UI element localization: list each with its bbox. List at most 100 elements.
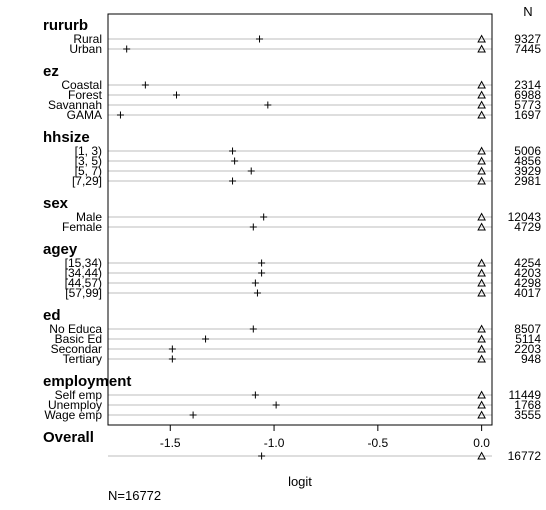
reference-point [477,90,486,99]
group-2: hhsize[1, 3) 5006 [3, 5) 4856 [5, 7) 3929 [7,2… [43,129,541,188]
estimate-point [168,345,176,353]
plot-frame [107,13,493,426]
row-label: Female [62,220,102,234]
reference-point [477,212,486,221]
estimate-point [229,147,237,155]
estimate-point [249,325,257,333]
row-label: Urban [69,42,102,56]
estimate-point [229,177,237,185]
estimate-point [116,111,124,119]
group-header: sex [43,195,69,212]
group-header: agey [43,241,78,258]
row-label: [5, 7) [75,164,102,178]
footnote: N=16772 [108,488,162,503]
group-header: Overall [43,429,94,446]
reference-point [477,166,486,175]
reference-point [477,100,486,109]
group-4: agey[15,34) 4254 [34,44) 4203 [44,57) 4298 [57… [43,241,541,300]
row-label: Wage emp [44,408,102,422]
estimate-point [249,223,257,231]
row-n: 4298 [514,276,541,290]
row-label: Tertiary [63,352,102,366]
row-n: 11449 [509,388,542,402]
row-n: 4017 [514,286,541,300]
row-n: 7445 [514,42,541,56]
row-label: Unemploy [48,398,102,412]
reference-point [477,110,486,119]
group-header: employment [43,373,131,390]
row-label: [44,57) [65,276,102,290]
row-label: [34,44) [65,266,102,280]
estimate-point [168,355,176,363]
reference-point [477,80,486,89]
estimate-point [123,45,131,53]
row-label: Rural [73,32,102,46]
row-n: 9327 [514,32,541,46]
x-tick-label: -1.5 [160,436,181,450]
row-n: 5773 [514,98,541,112]
group-header: ez [43,63,59,80]
row-n: 3555 [514,408,541,422]
estimate-point [258,269,266,277]
row-label: Savannah [48,98,102,112]
reference-point [477,146,486,155]
row-label: [3, 5) [75,154,102,168]
row-n: 4203 [514,266,541,280]
row-n: 4856 [514,154,541,168]
estimate-point [251,391,259,399]
estimate-point [141,81,149,89]
reference-point [477,288,486,297]
row-label: Forest [68,88,103,102]
row-label: [57,99] [65,286,102,300]
row-label: Self emp [55,388,103,402]
row-label: No Educa [49,322,102,336]
reference-point [477,278,486,287]
reference-point [477,334,486,343]
row-n: 3929 [514,164,541,178]
estimate-point [251,279,259,287]
x-axis: -1.5 -1.0 -0.5 0.0 [160,425,490,450]
row-n: 4254 [514,256,541,270]
row-n: 5114 [515,332,541,346]
estimate-point [264,101,272,109]
reference-point [477,390,486,399]
row-n: 1697 [514,108,541,122]
row-label: [7,29] [72,174,102,188]
group-header: hhsize [43,129,90,146]
group-7: Overall 16772 [43,429,541,463]
reference-point [477,156,486,165]
row-n: 8507 [514,322,541,336]
reference-point [477,44,486,53]
row-n: 5006 [514,144,541,158]
reference-point [477,354,486,363]
x-tick-label: 0.0 [473,436,490,450]
row-n: 12043 [508,210,542,224]
group-header: rururb [43,17,88,34]
row-n: 6988 [514,88,541,102]
group-3: sex Male 12043 Female 4729 [43,195,541,234]
estimate-point [189,411,197,419]
reference-point [477,268,486,277]
row-n: 1768 [514,398,541,412]
reference-point [477,344,486,353]
n-header: N [523,4,532,19]
estimate-point [202,335,210,343]
reference-point [477,222,486,231]
estimate-point [256,35,264,43]
row-label: Secondar [51,342,102,356]
x-tick-label: -1.0 [264,436,285,450]
reference-point [477,410,486,419]
estimate-point [253,289,261,297]
estimate-point [258,259,266,267]
row-label: [15,34) [65,256,102,270]
estimate-point [172,91,180,99]
x-tick-label: -0.5 [367,436,388,450]
reference-point [477,34,486,43]
row-label: GAMA [67,108,102,122]
row-n: 2981 [514,174,541,188]
